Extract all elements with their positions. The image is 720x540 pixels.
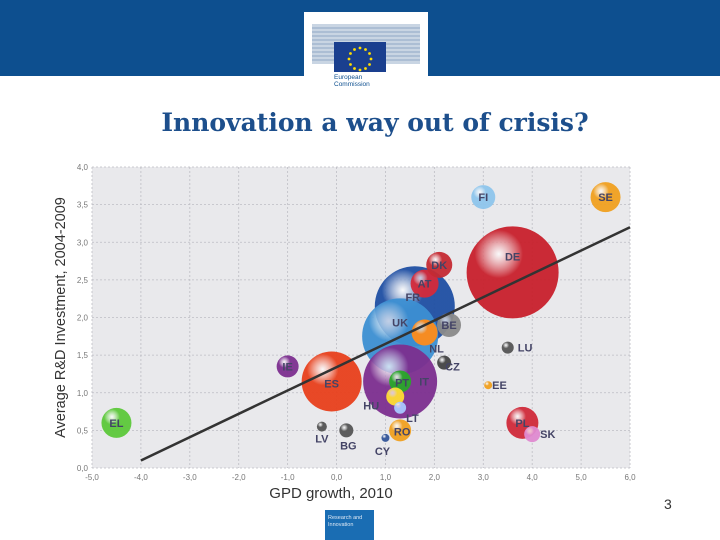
bubble-hu xyxy=(386,387,405,406)
y-tick-label: 4,0 xyxy=(77,163,89,172)
label-el: EL xyxy=(109,418,123,430)
x-tick-label: 1,0 xyxy=(380,473,392,482)
label-pt: PT xyxy=(395,377,409,389)
org-name-line1: European xyxy=(334,74,363,81)
bubble-ee xyxy=(484,381,493,390)
bubble-cz xyxy=(437,355,452,370)
eu-star xyxy=(349,63,352,66)
label-bg: BG xyxy=(340,440,357,452)
bubble-pt xyxy=(389,370,412,393)
x-tick-label: -1,0 xyxy=(281,473,295,482)
label-es: ES xyxy=(324,378,339,390)
research-innovation-badge: Research and Innovation xyxy=(325,510,374,540)
eu-star xyxy=(353,48,356,51)
bubble-cy xyxy=(381,433,390,442)
y-tick-label: 1,0 xyxy=(77,389,89,398)
label-ee: EE xyxy=(492,380,507,392)
label-ie: IE xyxy=(282,361,292,373)
bubble-at xyxy=(410,269,439,298)
bubble-lv xyxy=(316,421,327,432)
x-tick-label: -5,0 xyxy=(85,473,99,482)
x-tick-label: 4,0 xyxy=(527,473,539,482)
eu-star xyxy=(353,67,356,70)
eu-star xyxy=(358,46,362,50)
label-dk: DK xyxy=(431,260,447,272)
y-tick-label: 3,5 xyxy=(77,201,89,210)
footer-line2: Innovation xyxy=(328,522,354,528)
eu-star xyxy=(347,57,351,61)
label-lu: LU xyxy=(518,343,533,355)
label-pl: PL xyxy=(515,418,529,430)
label-ro: RO xyxy=(394,426,411,438)
y-tick-label: 1,5 xyxy=(77,351,89,360)
bubble-lt xyxy=(394,401,407,414)
x-tick-label: -4,0 xyxy=(134,473,148,482)
label-at: AT xyxy=(418,279,432,291)
x-tick-label: 5,0 xyxy=(576,473,588,482)
eu-star xyxy=(349,52,352,55)
bubble-se xyxy=(590,182,621,213)
bubble-be xyxy=(437,313,462,338)
x-tick-label: 3,0 xyxy=(478,473,490,482)
label-nl: NL xyxy=(429,344,444,356)
y-tick-label: 0,0 xyxy=(77,464,89,473)
eu-star xyxy=(368,63,371,66)
org-name-line2: Commission xyxy=(334,81,370,88)
commission-building-icon xyxy=(312,24,420,72)
bubble-de xyxy=(466,226,559,319)
y-tick-label: 2,0 xyxy=(77,314,89,323)
x-tick-label: 2,0 xyxy=(429,473,441,482)
footer-line1: Research and xyxy=(328,515,363,521)
label-lt: LT xyxy=(406,413,419,425)
bubble-es xyxy=(301,351,362,412)
x-tick-label: -2,0 xyxy=(232,473,246,482)
slide-title: Innovation a way out of crisis? xyxy=(161,108,589,137)
eu-star xyxy=(364,67,367,70)
eu-star xyxy=(369,57,373,61)
eu-flag xyxy=(334,42,386,72)
label-uk: UK xyxy=(392,317,408,329)
y-tick-label: 0,5 xyxy=(77,426,89,435)
x-tick-label: 6,0 xyxy=(624,473,636,482)
bubble-sk xyxy=(524,426,541,443)
eu-star xyxy=(368,52,371,55)
label-cz: CZ xyxy=(445,362,460,374)
trend-line xyxy=(140,226,631,462)
bubble-dk xyxy=(426,251,453,278)
label-be: BE xyxy=(441,320,456,332)
label-cy: CY xyxy=(375,446,391,458)
y-tick-label: 3,0 xyxy=(77,238,89,247)
x-tick-label: 0,0 xyxy=(331,473,343,482)
european-commission-logo: European Commission xyxy=(304,12,428,98)
bubble-fi xyxy=(471,185,496,210)
bubble-ie xyxy=(276,355,299,378)
bubble-lu xyxy=(501,341,514,354)
y-axis-label: Average R&D Investment, 2004-2009 xyxy=(53,197,69,438)
rnd-vs-gdp-bubble-chart: -5,0 -4,0 -3,0 -2,0 -1,0 0,0 1,0 2,0 3,0 4,0 5,0 6,… xyxy=(53,163,636,502)
bubble-ro xyxy=(389,419,412,442)
bubble-nl xyxy=(411,319,438,346)
label-fi: FI xyxy=(478,192,488,204)
bubble-el xyxy=(101,407,132,438)
label-sk: SK xyxy=(540,429,555,441)
label-se: SE xyxy=(598,192,613,204)
label-it: IT xyxy=(419,376,429,388)
label-fr: FR xyxy=(405,292,420,304)
bubble-bg xyxy=(339,423,354,438)
x-tick-label: -3,0 xyxy=(183,473,197,482)
page-number: 3 xyxy=(664,496,672,512)
y-tick-label: 2,5 xyxy=(77,276,89,285)
label-lv: LV xyxy=(315,434,329,446)
x-axis-label: GPD growth, 2010 xyxy=(269,485,392,502)
eu-star xyxy=(358,68,362,72)
label-hu: HU xyxy=(363,401,379,413)
label-de: DE xyxy=(505,251,520,263)
eu-star xyxy=(364,48,367,51)
